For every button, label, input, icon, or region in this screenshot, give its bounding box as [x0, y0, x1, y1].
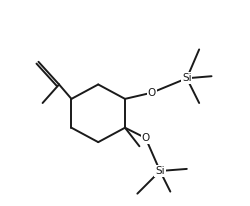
Text: O: O [148, 88, 156, 98]
Text: O: O [142, 133, 150, 143]
Text: Si: Si [155, 166, 165, 176]
Text: Si: Si [182, 73, 192, 83]
